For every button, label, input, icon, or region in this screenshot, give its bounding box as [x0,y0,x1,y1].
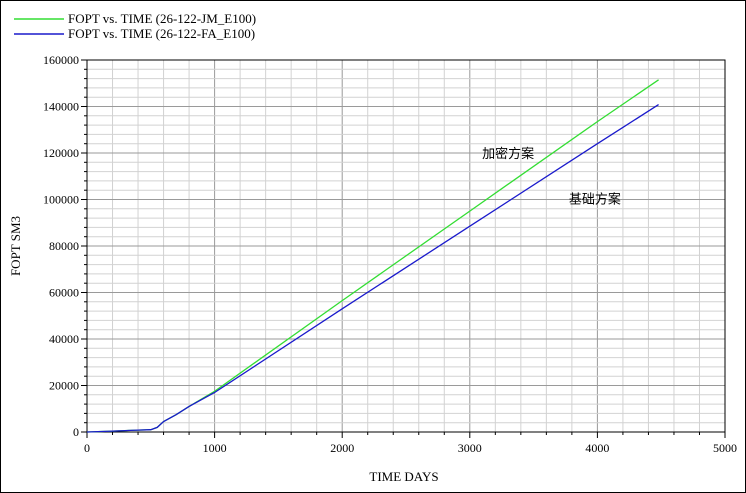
y-axis-label: FOPT SM3 [8,216,23,276]
series-line-2 [86,104,659,433]
series-line-1 [86,79,659,433]
y-tick-label: 120000 [43,146,79,160]
y-tick-label: 140000 [43,100,79,114]
grid [87,60,725,432]
x-tick-labels: 0 1000 2000 3000 4000 5000 [84,441,737,455]
y-tick-label: 100000 [43,193,79,207]
x-tick-label: 4000 [585,441,609,455]
legend: FOPT vs. TIME (26-122-JM_E100)FOPT vs. T… [14,11,256,41]
x-tick-label: 5000 [713,441,737,455]
series-lines [86,79,659,433]
y-tick-label: 80000 [49,239,79,253]
y-tick-label: 160000 [43,53,79,67]
x-tick-label: 2000 [330,441,354,455]
y-tick-label: 60000 [49,286,79,300]
annotation-label: 加密方案 [482,146,534,162]
x-tick-label: 3000 [458,441,482,455]
annotation-label: 基础方案 [569,191,621,207]
legend-label: FOPT vs. TIME (26-122-JM_E100) [68,11,256,26]
y-tick-labels: 0 20000 40000 60000 80000 100000 120000 140000 1… [43,53,79,439]
legend-label: FOPT vs. TIME (26-122-FA_E100) [68,26,255,41]
tick-marks [81,59,726,438]
y-tick-label: 0 [73,425,79,439]
x-tick-label: 0 [84,441,90,455]
y-tick-label: 20000 [49,379,79,393]
y-tick-label: 40000 [49,332,79,346]
x-axis-label: TIME DAYS [369,469,438,484]
x-tick-label: 1000 [203,441,227,455]
